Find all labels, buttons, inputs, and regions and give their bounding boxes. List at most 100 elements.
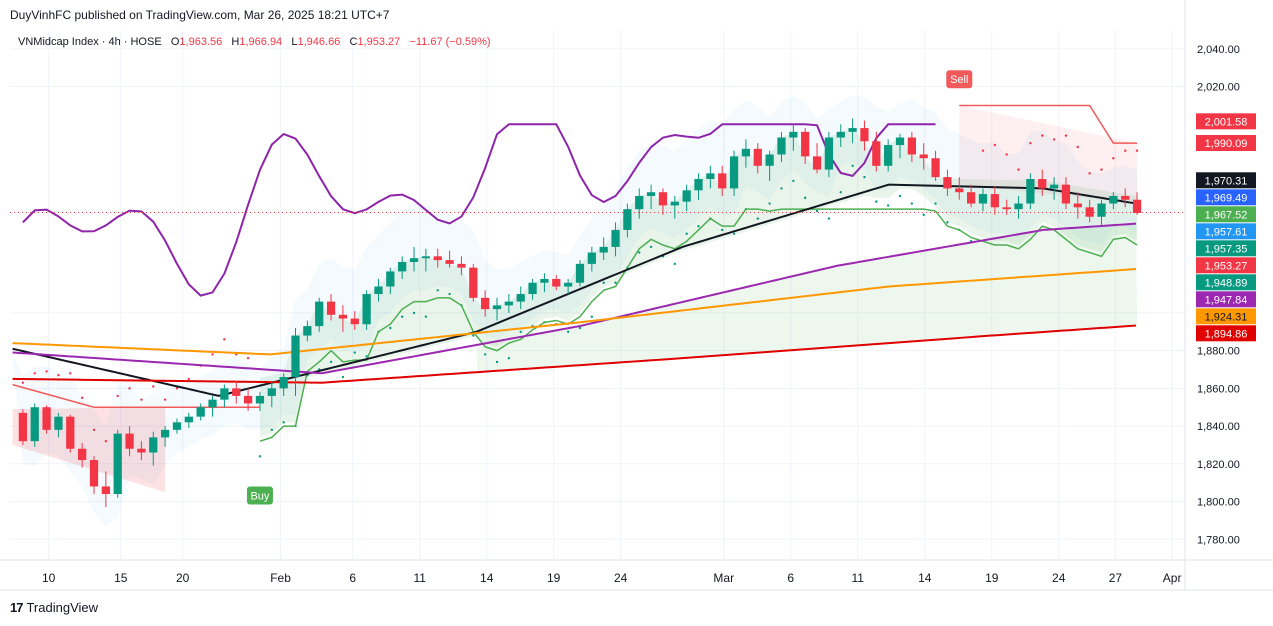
candle-body (42, 407, 51, 430)
candle-body (398, 261, 407, 272)
footer-brand[interactable]: 17 TradingView (10, 600, 98, 615)
candle-body (78, 448, 87, 461)
candle-body (1049, 184, 1059, 189)
candle-body (528, 282, 537, 295)
psar-dot (614, 281, 617, 284)
psar-dot (57, 373, 60, 377)
psar-dot (993, 143, 997, 147)
candle-body (789, 131, 798, 138)
candle-body (753, 148, 762, 166)
price-label: 1,957.35 (1196, 240, 1256, 257)
psar-dot (638, 251, 641, 254)
psar-dot (92, 428, 96, 432)
price-label-text: 1,947.84 (1205, 294, 1248, 306)
psar-dot (732, 232, 736, 235)
price-label-bg (1196, 257, 1256, 274)
psar-dot (673, 262, 677, 266)
psar-dot (981, 149, 985, 152)
psar-dot (1124, 149, 1127, 152)
psar-dot (851, 164, 854, 168)
psar-zone-fill (12, 95, 1138, 527)
price-label: 1,947.84 (1196, 291, 1256, 308)
psar-dot (602, 281, 605, 284)
psar-dot (104, 439, 108, 443)
band-fills (12, 95, 1138, 527)
price-label-text: 1,894.86 (1205, 328, 1248, 340)
candle-body (362, 294, 371, 325)
candle-body (635, 195, 644, 210)
psar-dot (163, 398, 167, 401)
candle-body (54, 416, 63, 430)
price-label-bg (1196, 172, 1256, 189)
x-tick-label: 11 (852, 571, 865, 585)
candle-body (1085, 207, 1094, 217)
x-tick-label: 24 (614, 571, 628, 585)
candle-body (895, 137, 905, 146)
candle-body (1073, 203, 1082, 208)
psar-dot (80, 396, 84, 399)
candle-body (350, 318, 359, 325)
psar-dot (1064, 134, 1068, 137)
candle-body (812, 156, 822, 170)
y-tick-label: 2,040.00 (1197, 44, 1240, 56)
psar-dot (803, 196, 807, 200)
candle-body (89, 460, 99, 487)
tradingview-logo-icon: 17 (10, 600, 24, 615)
downtrend-fill-late (959, 105, 1138, 204)
indicator-lines (10, 104, 1185, 442)
psar-dot (721, 228, 724, 232)
price-label-text: 1,970.31 (1205, 175, 1248, 187)
candle-body (303, 326, 312, 336)
psar-dot (21, 381, 25, 384)
psar-dot (152, 385, 155, 388)
psar-dot (1052, 138, 1056, 141)
signal-label: Buy (250, 490, 269, 502)
psar-dot (815, 209, 819, 213)
x-tick-label: 20 (176, 571, 190, 585)
candle-body (824, 137, 834, 170)
x-tick-label: 24 (1052, 571, 1066, 585)
candle-body (955, 188, 964, 193)
candle-body (18, 412, 28, 442)
psar-dot (389, 326, 392, 330)
psar-dot (697, 224, 700, 228)
price-label-text: 1,948.89 (1205, 277, 1248, 289)
candle-body (967, 192, 976, 204)
candle-body (232, 388, 241, 396)
psar-dot (519, 330, 522, 333)
candle-body (338, 314, 348, 319)
candle-body (872, 141, 881, 166)
ema-line-2 (12, 268, 1137, 356)
psar-dot (1005, 153, 1008, 156)
x-tick-label: 6 (787, 571, 794, 585)
candle-body (836, 131, 845, 138)
price-label-bg (1196, 308, 1256, 325)
candle-body (990, 194, 999, 208)
candle-body (670, 201, 679, 206)
psar-dot (578, 326, 582, 330)
candle-body (540, 278, 549, 283)
candle-body (291, 335, 300, 378)
candle-body (184, 416, 193, 423)
candle-body (125, 433, 134, 449)
candle-body (172, 422, 182, 430)
price-label-text: 1,953.27 (1205, 260, 1248, 272)
psar-dot (875, 200, 878, 203)
price-label-bg (1196, 206, 1256, 223)
legend-close: 1,953.27 (357, 36, 401, 48)
y-tick-label: 1,840.00 (1197, 421, 1240, 433)
candle-body (220, 388, 229, 400)
psar-dot (934, 202, 937, 205)
legend-open: 1,963.56 (179, 36, 223, 48)
price-label: 1,953.27 (1196, 257, 1256, 274)
x-tick-label: 11 (413, 571, 426, 585)
price-label: 1,924.31 (1196, 308, 1256, 325)
candle-body (658, 192, 668, 206)
candle-body (113, 433, 122, 494)
psar-dot (353, 351, 356, 354)
y-tick-label: 1,820.00 (1197, 459, 1240, 471)
candle-body (492, 305, 502, 310)
price-label-text: 1,967.52 (1205, 209, 1248, 221)
symbol-legend: VNMidcap Index · 4h · HOSE O1,963.56 H1,… (18, 36, 491, 48)
